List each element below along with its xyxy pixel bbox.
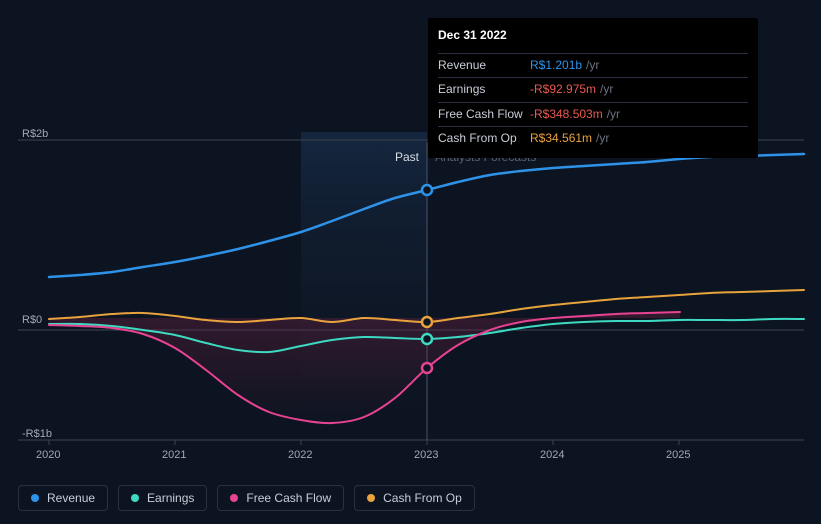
tooltip-row-label: Earnings [438,80,530,99]
data-tooltip: Dec 31 2022 RevenueR$1.201b/yrEarnings-R… [428,18,758,158]
x-tick-label: 2023 [414,449,438,461]
x-tick-label: 2020 [36,449,60,461]
tooltip-row-unit: /yr [586,56,599,75]
legend: Revenue Earnings Free Cash Flow Cash From O… [18,485,475,511]
legend-label: Earnings [147,491,194,505]
tooltip-row: RevenueR$1.201b/yr [438,53,748,77]
legend-label: Cash From Op [383,491,462,505]
tooltip-row-value: -R$348.503m [530,105,603,124]
legend-item[interactable]: Revenue [18,485,108,511]
y-tick-label: R$0 [22,314,42,326]
tooltip-row: Earnings-R$92.975m/yr [438,77,748,101]
tooltip-row-unit: /yr [607,105,620,124]
tooltip-row-value: -R$92.975m [530,80,596,99]
legend-dot-icon [230,494,238,502]
tooltip-row-unit: /yr [596,129,609,148]
region-label-past: Past [395,150,419,164]
x-tick-label: 2021 [162,449,186,461]
tooltip-row-label: Cash From Op [438,129,530,148]
y-tick-label: R$2b [22,128,48,140]
tooltip-row: Free Cash Flow-R$348.503m/yr [438,102,748,126]
legend-item[interactable]: Cash From Op [354,485,475,511]
tooltip-row-unit: /yr [600,80,613,99]
legend-dot-icon [31,494,39,502]
tooltip-row-value: R$34.561m [530,129,592,148]
tooltip-row-label: Revenue [438,56,530,75]
tooltip-row-label: Free Cash Flow [438,105,530,124]
tooltip-row-value: R$1.201b [530,56,582,75]
y-tick-label: -R$1b [22,428,52,440]
x-tick-label: 2025 [666,449,690,461]
legend-dot-icon [367,494,375,502]
legend-dot-icon [131,494,139,502]
x-tick-label: 2022 [288,449,312,461]
legend-item[interactable]: Earnings [118,485,207,511]
x-tick-label: 2024 [540,449,564,461]
legend-label: Free Cash Flow [246,491,331,505]
legend-item[interactable]: Free Cash Flow [217,485,344,511]
tooltip-row: Cash From OpR$34.561m/yr [438,126,748,150]
tooltip-date: Dec 31 2022 [438,26,748,49]
legend-label: Revenue [47,491,95,505]
